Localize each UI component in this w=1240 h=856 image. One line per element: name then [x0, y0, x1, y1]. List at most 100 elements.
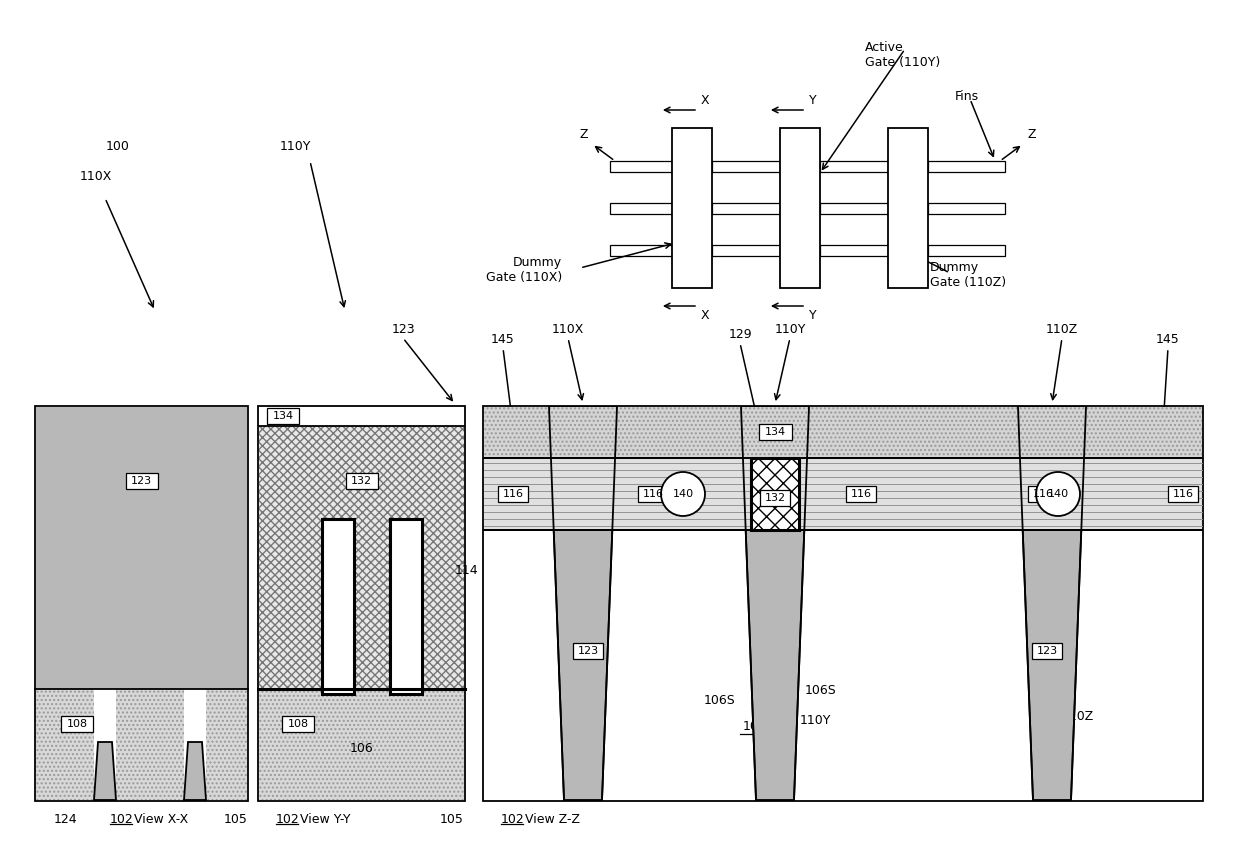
Text: 108: 108 — [288, 719, 309, 729]
Bar — [94, 689, 117, 800]
Text: 110X: 110X — [81, 169, 113, 182]
Text: X: X — [701, 309, 709, 322]
Text: Z: Z — [579, 128, 588, 141]
Bar — [760, 490, 790, 506]
Bar — [125, 473, 157, 489]
Bar — [36, 407, 247, 689]
Bar — [1032, 643, 1061, 659]
Text: X: X — [701, 94, 709, 107]
Bar — [820, 203, 888, 213]
Text: Active
Gate (110Y): Active Gate (110Y) — [866, 41, 940, 69]
Bar — [820, 245, 888, 255]
Text: Fins: Fins — [955, 90, 980, 103]
Polygon shape — [549, 407, 618, 800]
Text: Dummy
Gate (110X): Dummy Gate (110X) — [486, 256, 562, 284]
Bar — [346, 473, 377, 489]
Text: 129: 129 — [728, 328, 751, 341]
Text: 110Y: 110Y — [800, 715, 831, 728]
Text: 124: 124 — [1030, 740, 1054, 752]
Text: 132: 132 — [351, 476, 372, 486]
Text: 106S: 106S — [805, 685, 837, 698]
Text: Y: Y — [808, 94, 817, 107]
Bar — [259, 426, 464, 689]
Text: Y: Y — [808, 309, 817, 322]
Bar — [820, 161, 888, 171]
Bar — [184, 689, 206, 800]
Bar — [672, 128, 712, 288]
Bar — [928, 203, 1004, 213]
Circle shape — [1035, 472, 1080, 516]
Text: View Y-Y: View Y-Y — [300, 813, 351, 826]
Bar — [484, 458, 1202, 530]
Text: 124: 124 — [582, 740, 605, 752]
Text: 140: 140 — [1048, 489, 1069, 499]
Bar — [759, 424, 791, 440]
Bar — [1168, 486, 1198, 502]
Text: 134: 134 — [764, 427, 786, 437]
Text: 116: 116 — [642, 489, 663, 499]
Bar — [281, 716, 314, 732]
Bar — [928, 245, 1004, 255]
Text: 110X: 110X — [562, 710, 594, 722]
Text: View X-X: View X-X — [134, 813, 188, 826]
Text: 114: 114 — [454, 564, 477, 578]
Bar — [484, 406, 1203, 801]
Bar — [712, 245, 780, 255]
Bar — [484, 530, 1202, 800]
Text: 123: 123 — [391, 323, 415, 336]
Polygon shape — [184, 742, 206, 800]
Text: 116: 116 — [502, 489, 523, 499]
Bar — [36, 689, 247, 800]
Bar — [1028, 486, 1058, 502]
Bar — [610, 203, 672, 213]
Bar — [712, 203, 780, 213]
Text: 123: 123 — [578, 646, 599, 656]
Text: 110Z: 110Z — [1061, 710, 1094, 722]
Text: View Z-Z: View Z-Z — [525, 813, 580, 826]
Text: 110Z: 110Z — [1045, 323, 1078, 336]
Text: 102: 102 — [110, 813, 134, 826]
Bar — [484, 407, 1202, 458]
Bar — [888, 128, 928, 288]
Text: 110X: 110X — [552, 323, 584, 336]
Bar — [484, 458, 1202, 530]
Bar — [846, 486, 875, 502]
Polygon shape — [742, 407, 808, 800]
Bar — [35, 406, 248, 801]
Polygon shape — [1018, 407, 1086, 800]
Bar — [61, 716, 93, 732]
Text: Dummy
Gate (110Z): Dummy Gate (110Z) — [930, 261, 1006, 289]
Text: 105: 105 — [440, 813, 464, 826]
Text: 124: 124 — [53, 813, 77, 826]
Text: 134: 134 — [273, 411, 294, 421]
Bar — [780, 128, 820, 288]
Text: Z: Z — [1027, 128, 1035, 141]
Bar — [928, 161, 1004, 171]
Bar — [712, 161, 780, 171]
Text: 105: 105 — [224, 813, 248, 826]
Text: 102: 102 — [277, 813, 300, 826]
Bar — [610, 161, 672, 171]
Bar — [258, 406, 465, 801]
Text: 108: 108 — [67, 719, 88, 729]
Bar — [259, 689, 464, 800]
Bar — [498, 486, 528, 502]
Text: 116: 116 — [1033, 489, 1054, 499]
Text: 132: 132 — [764, 492, 786, 502]
Polygon shape — [94, 742, 117, 800]
Text: 145: 145 — [1156, 333, 1180, 346]
Text: 106S: 106S — [703, 694, 735, 708]
Text: 116: 116 — [851, 489, 872, 499]
Text: 116: 116 — [1173, 489, 1193, 499]
Text: 106: 106 — [743, 720, 766, 733]
Bar — [610, 245, 672, 255]
Text: 110Y: 110Y — [279, 140, 311, 152]
Text: 140: 140 — [672, 489, 693, 499]
Text: 123: 123 — [131, 476, 153, 486]
Circle shape — [661, 472, 706, 516]
Text: 102: 102 — [501, 813, 525, 826]
Bar — [259, 407, 464, 426]
Bar — [391, 519, 422, 694]
Text: 100: 100 — [107, 140, 130, 152]
Bar — [573, 643, 603, 659]
